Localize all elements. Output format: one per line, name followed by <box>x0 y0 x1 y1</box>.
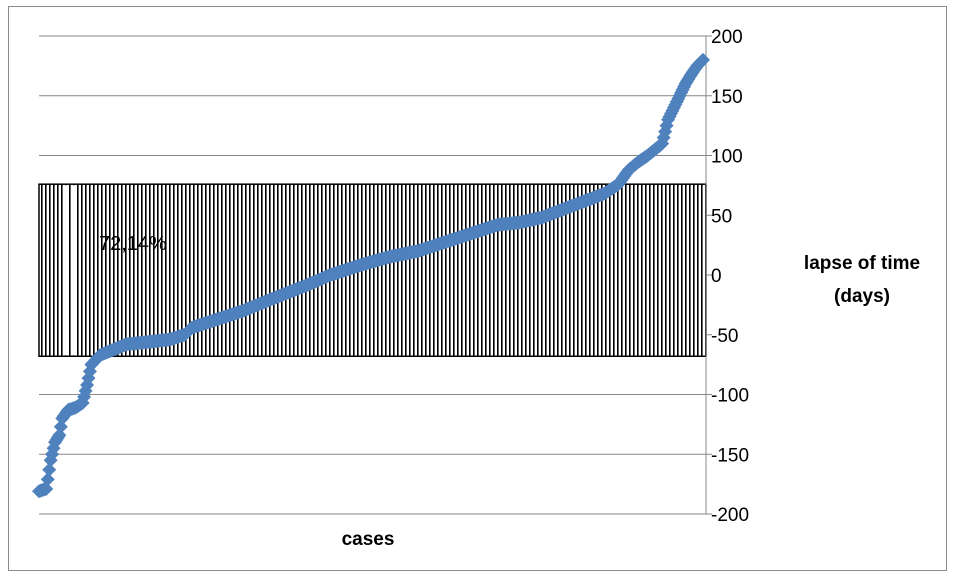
y-tick-label: 0 <box>711 266 722 287</box>
y-axis-title-line-1: lapse of time <box>804 253 920 274</box>
band-gap <box>73 185 77 356</box>
data-point <box>39 481 54 496</box>
band-percentage-label: 72,14% <box>99 233 167 255</box>
x-axis-title: cases <box>342 529 395 550</box>
y-tick-label: 200 <box>711 27 743 48</box>
y-tick-label: -200 <box>711 505 749 526</box>
chart-frame: -200 -150 -100 -50 0 50 100 150 200 72,14% cases… <box>8 6 947 571</box>
band-gap <box>64 185 69 356</box>
data-point <box>696 52 710 67</box>
data-point <box>40 472 55 487</box>
data-points <box>32 52 710 499</box>
highlight-band <box>38 183 707 358</box>
y-tick-label: -150 <box>711 445 749 466</box>
y-tick-label: 150 <box>711 87 743 108</box>
y-tick-label: -100 <box>711 386 749 407</box>
y-axis-title-line-2: (days) <box>834 286 890 307</box>
y-tick-label: -50 <box>711 326 738 347</box>
y-tick-label: 50 <box>711 206 732 227</box>
y-axis: -200 -150 -100 -50 0 50 100 150 200 <box>705 27 749 526</box>
data-point <box>42 462 57 477</box>
chart-svg: -200 -150 -100 -50 0 50 100 150 200 72,14% cases… <box>32 27 920 550</box>
band-rect <box>38 183 707 358</box>
chart-text: 72,14% cases lapse of time (days) <box>99 233 920 550</box>
y-tick-label: 100 <box>711 147 743 168</box>
